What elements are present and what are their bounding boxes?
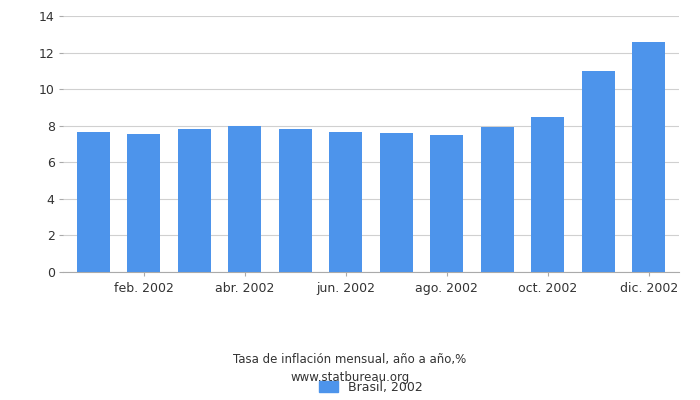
Bar [329, 132, 362, 272]
Bar [380, 133, 413, 272]
Bar [632, 42, 665, 272]
Bar [279, 129, 312, 272]
Bar [430, 135, 463, 272]
Bar [178, 129, 211, 272]
Text: www.statbureau.org: www.statbureau.org [290, 372, 410, 384]
Legend: Brasil, 2002: Brasil, 2002 [314, 376, 428, 399]
Bar [127, 134, 160, 272]
Bar [481, 127, 514, 272]
Bar [582, 71, 615, 272]
Bar [531, 116, 564, 272]
Bar [228, 126, 261, 272]
Text: Tasa de inflación mensual, año a año,%: Tasa de inflación mensual, año a año,% [233, 354, 467, 366]
Bar [77, 132, 110, 272]
